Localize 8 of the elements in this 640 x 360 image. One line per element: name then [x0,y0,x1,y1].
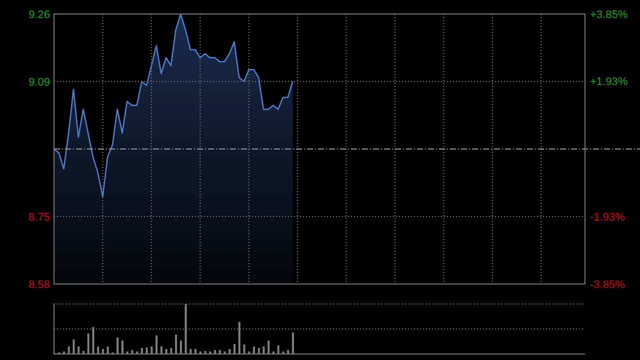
y-tick-label: 8.58 [28,278,50,291]
y-tick-label: 9.09 [28,76,50,88]
y2-tick-label: +1.93% [590,76,628,88]
y2-tick-label: -3.85% [590,278,626,291]
y-tick-label: 8.75 [28,211,50,224]
y2-tick-label: +3.85% [590,8,628,21]
y-tick-label: 9.26 [28,8,50,21]
y2-tick-label: -1.93% [590,212,626,224]
